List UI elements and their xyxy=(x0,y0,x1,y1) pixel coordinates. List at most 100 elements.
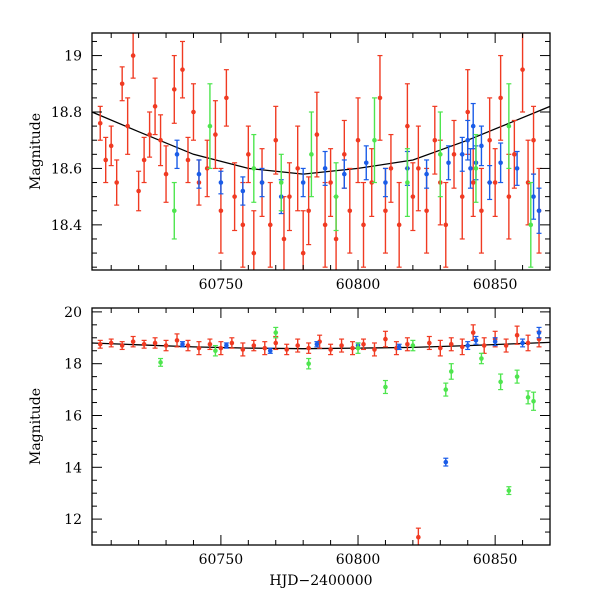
data-point xyxy=(459,344,465,350)
red-point xyxy=(415,527,421,545)
data-point xyxy=(383,180,388,185)
red-point xyxy=(141,339,147,349)
green-point xyxy=(443,382,449,397)
data-point xyxy=(383,336,388,342)
data-point xyxy=(207,123,213,129)
red-point xyxy=(470,324,476,341)
data-point xyxy=(130,53,136,58)
data-point xyxy=(287,194,292,199)
blue-point xyxy=(459,136,465,172)
data-point xyxy=(213,348,218,354)
data-point xyxy=(114,180,119,185)
red-point xyxy=(314,91,320,178)
y-tick-label: 16 xyxy=(64,408,82,424)
red-point xyxy=(130,335,136,348)
red-point xyxy=(448,337,454,352)
green-point xyxy=(306,357,312,370)
red-point xyxy=(190,83,196,141)
data-point xyxy=(355,137,361,143)
data-point xyxy=(158,360,163,365)
x-tick-label: 60800 xyxy=(336,552,381,568)
green-point xyxy=(478,352,484,365)
red-point xyxy=(245,125,251,184)
data-point xyxy=(396,222,402,228)
data-point xyxy=(158,137,163,143)
data-point xyxy=(141,341,147,347)
red-point xyxy=(355,97,361,184)
red-series xyxy=(97,33,542,270)
data-point xyxy=(514,332,520,338)
red-point xyxy=(432,105,438,175)
data-point xyxy=(174,152,180,157)
blue-point xyxy=(465,341,471,351)
data-point xyxy=(531,137,536,143)
data-point xyxy=(520,340,525,346)
blue-point xyxy=(259,167,265,198)
data-point xyxy=(259,180,265,185)
data-point xyxy=(416,534,421,540)
red-point xyxy=(273,105,279,175)
data-point xyxy=(437,152,443,157)
data-point xyxy=(383,208,388,214)
data-point xyxy=(273,330,279,335)
data-point xyxy=(514,374,520,379)
data-point xyxy=(427,340,432,346)
green-point xyxy=(473,133,479,203)
blue-point xyxy=(341,159,347,189)
blue-point xyxy=(363,145,369,181)
red-point xyxy=(114,159,120,206)
green-point xyxy=(437,111,443,198)
green-point xyxy=(531,391,537,411)
data-point xyxy=(97,120,103,126)
top-panel: 60750 60800 60850 18.4 18.6 18.8 19 Magnitude xyxy=(28,32,551,293)
red-point xyxy=(180,40,186,99)
red-point xyxy=(240,342,246,357)
blue-point xyxy=(470,102,476,150)
data-point xyxy=(314,132,320,137)
data-point xyxy=(396,344,402,350)
red-point xyxy=(470,148,476,217)
data-point xyxy=(191,109,196,115)
red-point xyxy=(218,341,224,356)
data-point xyxy=(528,222,534,228)
data-point xyxy=(152,340,158,346)
blue-point xyxy=(465,119,471,161)
data-point xyxy=(185,343,191,348)
green-point xyxy=(355,342,361,354)
y-axis-label: Magnitude xyxy=(28,388,44,465)
data-point xyxy=(180,341,185,347)
green-point xyxy=(528,181,534,268)
data-point xyxy=(448,369,454,374)
data-point xyxy=(152,104,158,109)
data-point xyxy=(240,188,246,194)
data-point xyxy=(459,152,465,157)
data-point xyxy=(141,157,147,163)
blue-point xyxy=(322,150,328,186)
data-point xyxy=(361,341,366,347)
data-point xyxy=(369,180,375,185)
red-point xyxy=(328,148,334,217)
data-point xyxy=(171,87,177,92)
red-point xyxy=(511,119,517,189)
data-point xyxy=(465,109,471,115)
green-point xyxy=(212,344,218,357)
data-point xyxy=(224,343,229,348)
red-point xyxy=(369,148,375,217)
data-point xyxy=(322,166,328,171)
data-point xyxy=(470,123,476,129)
blue-point xyxy=(520,338,526,348)
data-point xyxy=(416,166,421,171)
red-point xyxy=(503,338,509,353)
red-point xyxy=(306,176,312,246)
data-point xyxy=(347,208,353,214)
red-point xyxy=(451,119,457,189)
data-point xyxy=(163,343,169,348)
blue-point xyxy=(196,159,202,189)
green-point xyxy=(171,181,177,240)
data-point xyxy=(333,194,339,199)
red-point xyxy=(286,162,292,232)
red-series xyxy=(97,324,542,545)
data-point xyxy=(487,137,492,143)
data-point xyxy=(479,208,484,214)
red-point xyxy=(103,136,109,184)
